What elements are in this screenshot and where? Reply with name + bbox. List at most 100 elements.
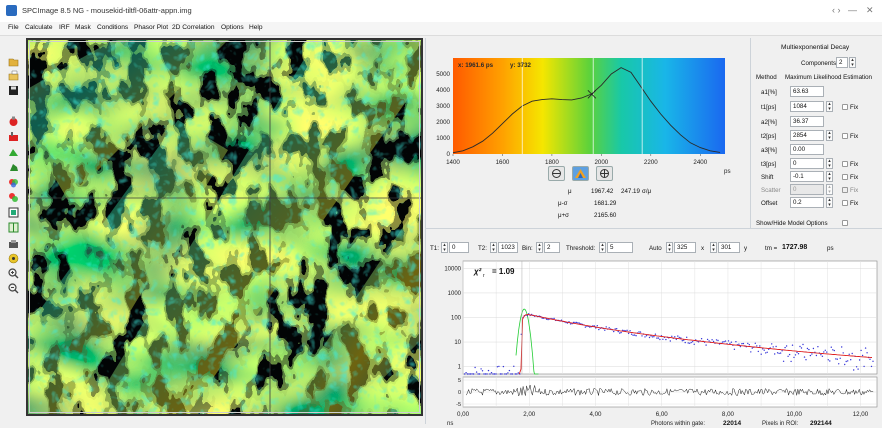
menu-file[interactable]: File [8,24,19,31]
red-tool-icon[interactable] [8,116,19,127]
decay-y-tick-label: 1 [458,365,462,371]
pixels-label: Pixels in ROI: [762,421,799,427]
t2-field[interactable]: 1023 [498,242,518,253]
green-tool-2-icon[interactable] [8,162,19,173]
hist-reset-button[interactable] [548,166,565,181]
menu-2d-correlation[interactable]: 2D Correlation [172,24,215,31]
fix-checkbox-t1[interactable] [842,104,848,110]
y-spinner[interactable]: ▴ ▾ [710,242,717,253]
decay-data-point [510,373,512,375]
open-folder-icon[interactable] [8,56,19,67]
x-spinner[interactable]: ▴ ▾ [666,242,673,253]
fix-label-scatter: Fix [850,187,859,194]
fix-checkbox-t2[interactable] [842,133,848,139]
decay-data-point [511,373,513,375]
param-field-t1[interactable]: 1084 [790,101,824,112]
menu-irf[interactable]: IRF [59,24,70,31]
fix-checkbox-t3[interactable] [842,161,848,167]
window-nav-icon[interactable]: ‹ › [832,5,841,15]
hist-colorscale-button[interactable] [572,166,589,181]
menu-phasor-plot[interactable]: Phasor Plot [134,24,169,31]
t2-spinner[interactable]: ▴ ▾ [490,242,497,253]
fix-checkbox-shift[interactable] [842,174,848,180]
components-field[interactable]: 2 [836,57,848,68]
mu-minus-sigma-value: 1681.29 [594,200,617,207]
param-spinner-t1[interactable]: ▴ ▾ [826,101,833,112]
save-icon[interactable] [8,85,19,96]
green-tool-icon[interactable] [8,147,19,158]
x-field[interactable]: 325 [674,242,696,253]
decay-data-point [675,338,677,341]
decay-data-point [706,338,709,341]
decay-data-point [778,352,780,355]
components-spinner[interactable]: ▴ ▾ [849,57,856,68]
hist-y-tick-label: 1000 [436,135,450,142]
color-tool-2-icon[interactable] [8,192,19,203]
hist-y-tick-label: 0 [447,151,451,158]
fix-label-t3: Fix [850,161,859,168]
model-options-toggle[interactable] [842,220,848,226]
hist-autoscale-button[interactable] [596,166,613,181]
bin-field[interactable]: 2 [544,242,560,253]
frame-tool-icon[interactable] [8,207,19,218]
decay-data-point [827,359,829,361]
color-tool-icon[interactable] [8,177,19,188]
param-field-a1[interactable]: 63.63 [790,86,824,97]
method-value[interactable]: Maximum Likelihood Estimation [785,74,873,81]
decay-data-point [835,358,837,360]
flim-image[interactable] [26,38,423,416]
decay-data-point [502,365,505,368]
decay-data-point [826,351,828,353]
param-field-t3[interactable]: 0 [790,158,824,169]
param-spinner-shift[interactable]: ▴ ▾ [826,171,833,182]
decay-data-point [803,356,806,358]
auto-label[interactable]: Auto [649,245,662,252]
param-field-a3[interactable]: 0.00 [790,144,824,155]
decay-data-point [495,373,497,375]
decay-data-point [604,329,606,331]
param-field-offset[interactable]: 0.2 [790,197,824,208]
decay-data-point [712,340,715,343]
param-field-t2[interactable]: 2854 [790,130,824,141]
menu-calculate[interactable]: Calculate [25,24,53,31]
menu-bar: File Calculate IRF Mask Conditions Phaso… [0,22,882,36]
decay-data-point [815,354,818,357]
zoom-in-icon[interactable] [8,268,19,279]
close-icon[interactable]: ✕ [866,5,874,15]
param-field-shift[interactable]: -0.1 [790,171,824,182]
decay-data-point [501,373,503,375]
flim-image-canvas[interactable] [28,40,421,414]
t1-spinner[interactable]: ▴ ▾ [441,242,448,253]
param-spinner-t3[interactable]: ▴ ▾ [826,158,833,169]
decay-data-point [639,331,642,333]
t1-field[interactable]: 0 [449,242,469,253]
threshold-field[interactable]: 5 [607,242,633,253]
decay-data-point [528,313,530,315]
fix-checkbox-offset[interactable] [842,200,848,206]
hist-x-tick-label: 2400 [693,159,707,166]
menu-mask[interactable]: Mask [75,24,91,31]
show-hide-model-options[interactable]: Show/Hide Model Options [756,220,828,227]
param-label-a3: a3[%] [761,147,777,154]
lifetime-histogram[interactable]: 1400 1600 1800 2000 2200 2400 0 1000 2000 3000 400… [427,40,747,226]
info-tool-icon[interactable] [8,253,19,264]
threshold-spinner[interactable]: ▴ ▾ [599,242,606,253]
menu-options[interactable]: Options [221,24,244,31]
menu-help[interactable]: Help [249,24,263,31]
bin-spinner[interactable]: ▴ ▾ [536,242,543,253]
open-file-icon[interactable] [8,70,19,81]
param-field-a2[interactable]: 36.37 [790,116,824,127]
param-spinner-t2[interactable]: ▴ ▾ [826,130,833,141]
red-tool-2-icon[interactable] [8,131,19,142]
menu-conditions[interactable]: Conditions [97,24,129,31]
copy-tool-icon[interactable] [8,239,19,250]
hist-x-tick-label: 1800 [545,159,559,166]
decay-data-point [872,360,874,362]
y-field[interactable]: 301 [718,242,740,253]
decay-data-point [830,346,832,348]
frame-tool-2-icon[interactable] [8,222,19,233]
zoom-out-icon[interactable] [8,283,19,294]
param-spinner-offset[interactable]: ▴ ▾ [826,197,833,208]
minimize-icon[interactable]: — [848,5,857,15]
